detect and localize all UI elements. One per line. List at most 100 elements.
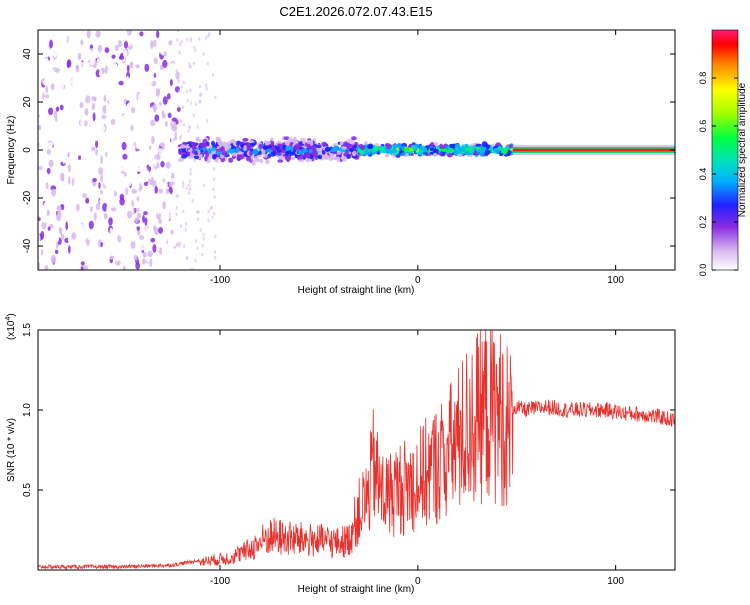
spectrogram-point bbox=[132, 119, 137, 129]
spectrogram-point bbox=[181, 154, 188, 159]
chart-title: C2E1.2026.072.07.43.E15 bbox=[279, 4, 432, 19]
spectrogram-point bbox=[61, 110, 67, 118]
spectrogram-point bbox=[150, 119, 156, 127]
spectrogram-point bbox=[457, 153, 463, 157]
spectrogram-point bbox=[44, 264, 49, 270]
spectrogram-point bbox=[177, 30, 180, 33]
spectrogram-point bbox=[109, 138, 112, 145]
spectrogram-point bbox=[158, 227, 164, 234]
spectrogram-point bbox=[175, 71, 180, 80]
spectrogram-point bbox=[52, 76, 56, 81]
spectrogram-point bbox=[316, 148, 322, 152]
spectrogram-point bbox=[177, 117, 180, 121]
spectrogram-point bbox=[89, 57, 95, 66]
spectrogram-point bbox=[41, 222, 47, 230]
spectrogram-point bbox=[202, 237, 205, 241]
spectrogram-point bbox=[131, 84, 138, 90]
spectrogram-point bbox=[48, 250, 53, 258]
colorbar-label: Normalized spectral amplitude bbox=[737, 82, 748, 217]
spectrogram-point bbox=[126, 205, 130, 210]
spectrogram-point bbox=[67, 235, 73, 244]
spectrogram-point bbox=[55, 235, 59, 243]
spectrogram-point bbox=[56, 80, 60, 86]
colorbar: 0.0 0.2 0.4 0.6 0.8 Normalized spectral ampl… bbox=[698, 29, 748, 276]
spectrogram-point bbox=[92, 136, 98, 142]
spectrogram-point bbox=[299, 141, 303, 145]
spectrogram-point bbox=[66, 161, 70, 166]
spectrogram-point bbox=[122, 249, 126, 255]
spectrogram-point bbox=[88, 212, 92, 220]
spectrogram-point bbox=[153, 227, 160, 236]
spectrogram-point bbox=[57, 210, 62, 218]
spectrogram-point bbox=[242, 137, 249, 142]
spectrogram-point bbox=[51, 267, 55, 270]
spectrogram-point bbox=[134, 102, 138, 109]
spectrogram-point bbox=[188, 187, 192, 192]
spectrogram-point bbox=[275, 152, 282, 156]
spectrogram-point bbox=[162, 142, 165, 151]
spectrogram-point bbox=[449, 143, 455, 149]
spectrogram-point bbox=[67, 164, 71, 173]
spectrogram-point bbox=[53, 110, 58, 119]
spectrogram-point bbox=[66, 200, 71, 209]
spectrogram-point bbox=[135, 64, 140, 69]
spectrogram-point bbox=[220, 146, 226, 153]
spectrogram-point bbox=[100, 124, 105, 133]
spectrogram-point bbox=[132, 164, 136, 173]
spectrogram-point bbox=[232, 139, 237, 146]
spectrogram-point bbox=[100, 173, 103, 183]
spectrogram-point bbox=[131, 188, 137, 194]
y-tick-label: 0.5 bbox=[22, 483, 33, 497]
spectrogram-point bbox=[88, 154, 94, 164]
spectrogram-point bbox=[185, 89, 188, 94]
spectrogram-point bbox=[176, 106, 181, 112]
spectrogram-point bbox=[193, 155, 200, 160]
spectrogram-point bbox=[119, 197, 125, 206]
spectrogram-point bbox=[99, 111, 103, 117]
spectrogram-point bbox=[214, 234, 217, 239]
spectrogram-point bbox=[40, 249, 44, 256]
spectrogram-point bbox=[109, 50, 113, 60]
spectrogram-point bbox=[63, 34, 68, 43]
spectrogram-point bbox=[142, 92, 147, 99]
spectrogram-point bbox=[131, 174, 136, 179]
spectrogram-point bbox=[118, 107, 123, 117]
spectrogram-point bbox=[123, 40, 129, 49]
spectrogram-point bbox=[60, 183, 64, 188]
spectrogram-point bbox=[211, 147, 217, 151]
spectrogram-point bbox=[265, 159, 270, 164]
spectrogram-point bbox=[172, 48, 177, 56]
spectrogram-point bbox=[270, 137, 274, 141]
spectrogram-point bbox=[265, 141, 269, 147]
spectrogram-point bbox=[44, 110, 49, 120]
spectrogram-point bbox=[152, 193, 159, 200]
spectrogram-point bbox=[78, 210, 85, 215]
spectrogram-point bbox=[277, 159, 284, 163]
spectrogram-point bbox=[39, 192, 44, 199]
spectrogram-point bbox=[204, 150, 209, 155]
spectrogram-point bbox=[49, 34, 54, 39]
spectrogram-point bbox=[212, 154, 217, 160]
spectrogram-point bbox=[38, 211, 43, 218]
spectrogram-point bbox=[384, 153, 390, 158]
spectrogram-point bbox=[95, 30, 101, 38]
spectrogram-xlabel: Height of straight line (km) bbox=[298, 285, 415, 296]
spectrogram-point bbox=[121, 103, 127, 111]
spectrogram-point bbox=[135, 116, 140, 123]
spectrogram-point bbox=[77, 38, 81, 46]
spectrogram-point bbox=[152, 103, 157, 113]
spectrogram-point bbox=[259, 158, 264, 164]
spectrogram-point bbox=[83, 145, 88, 154]
x-tick-label: 100 bbox=[607, 576, 624, 587]
spectrogram-point bbox=[69, 220, 73, 226]
spectrogram-point bbox=[165, 212, 171, 221]
spectrogram-point bbox=[287, 137, 294, 143]
spectrogram-point bbox=[153, 48, 159, 57]
spectrogram-point bbox=[71, 232, 77, 240]
spectrogram-point bbox=[321, 142, 328, 147]
spectrogram-point bbox=[45, 182, 49, 190]
spectrogram-point bbox=[418, 150, 423, 154]
spectrogram-point bbox=[162, 181, 168, 189]
spectrogram-point bbox=[187, 129, 190, 133]
spectrogram-point bbox=[103, 178, 108, 186]
